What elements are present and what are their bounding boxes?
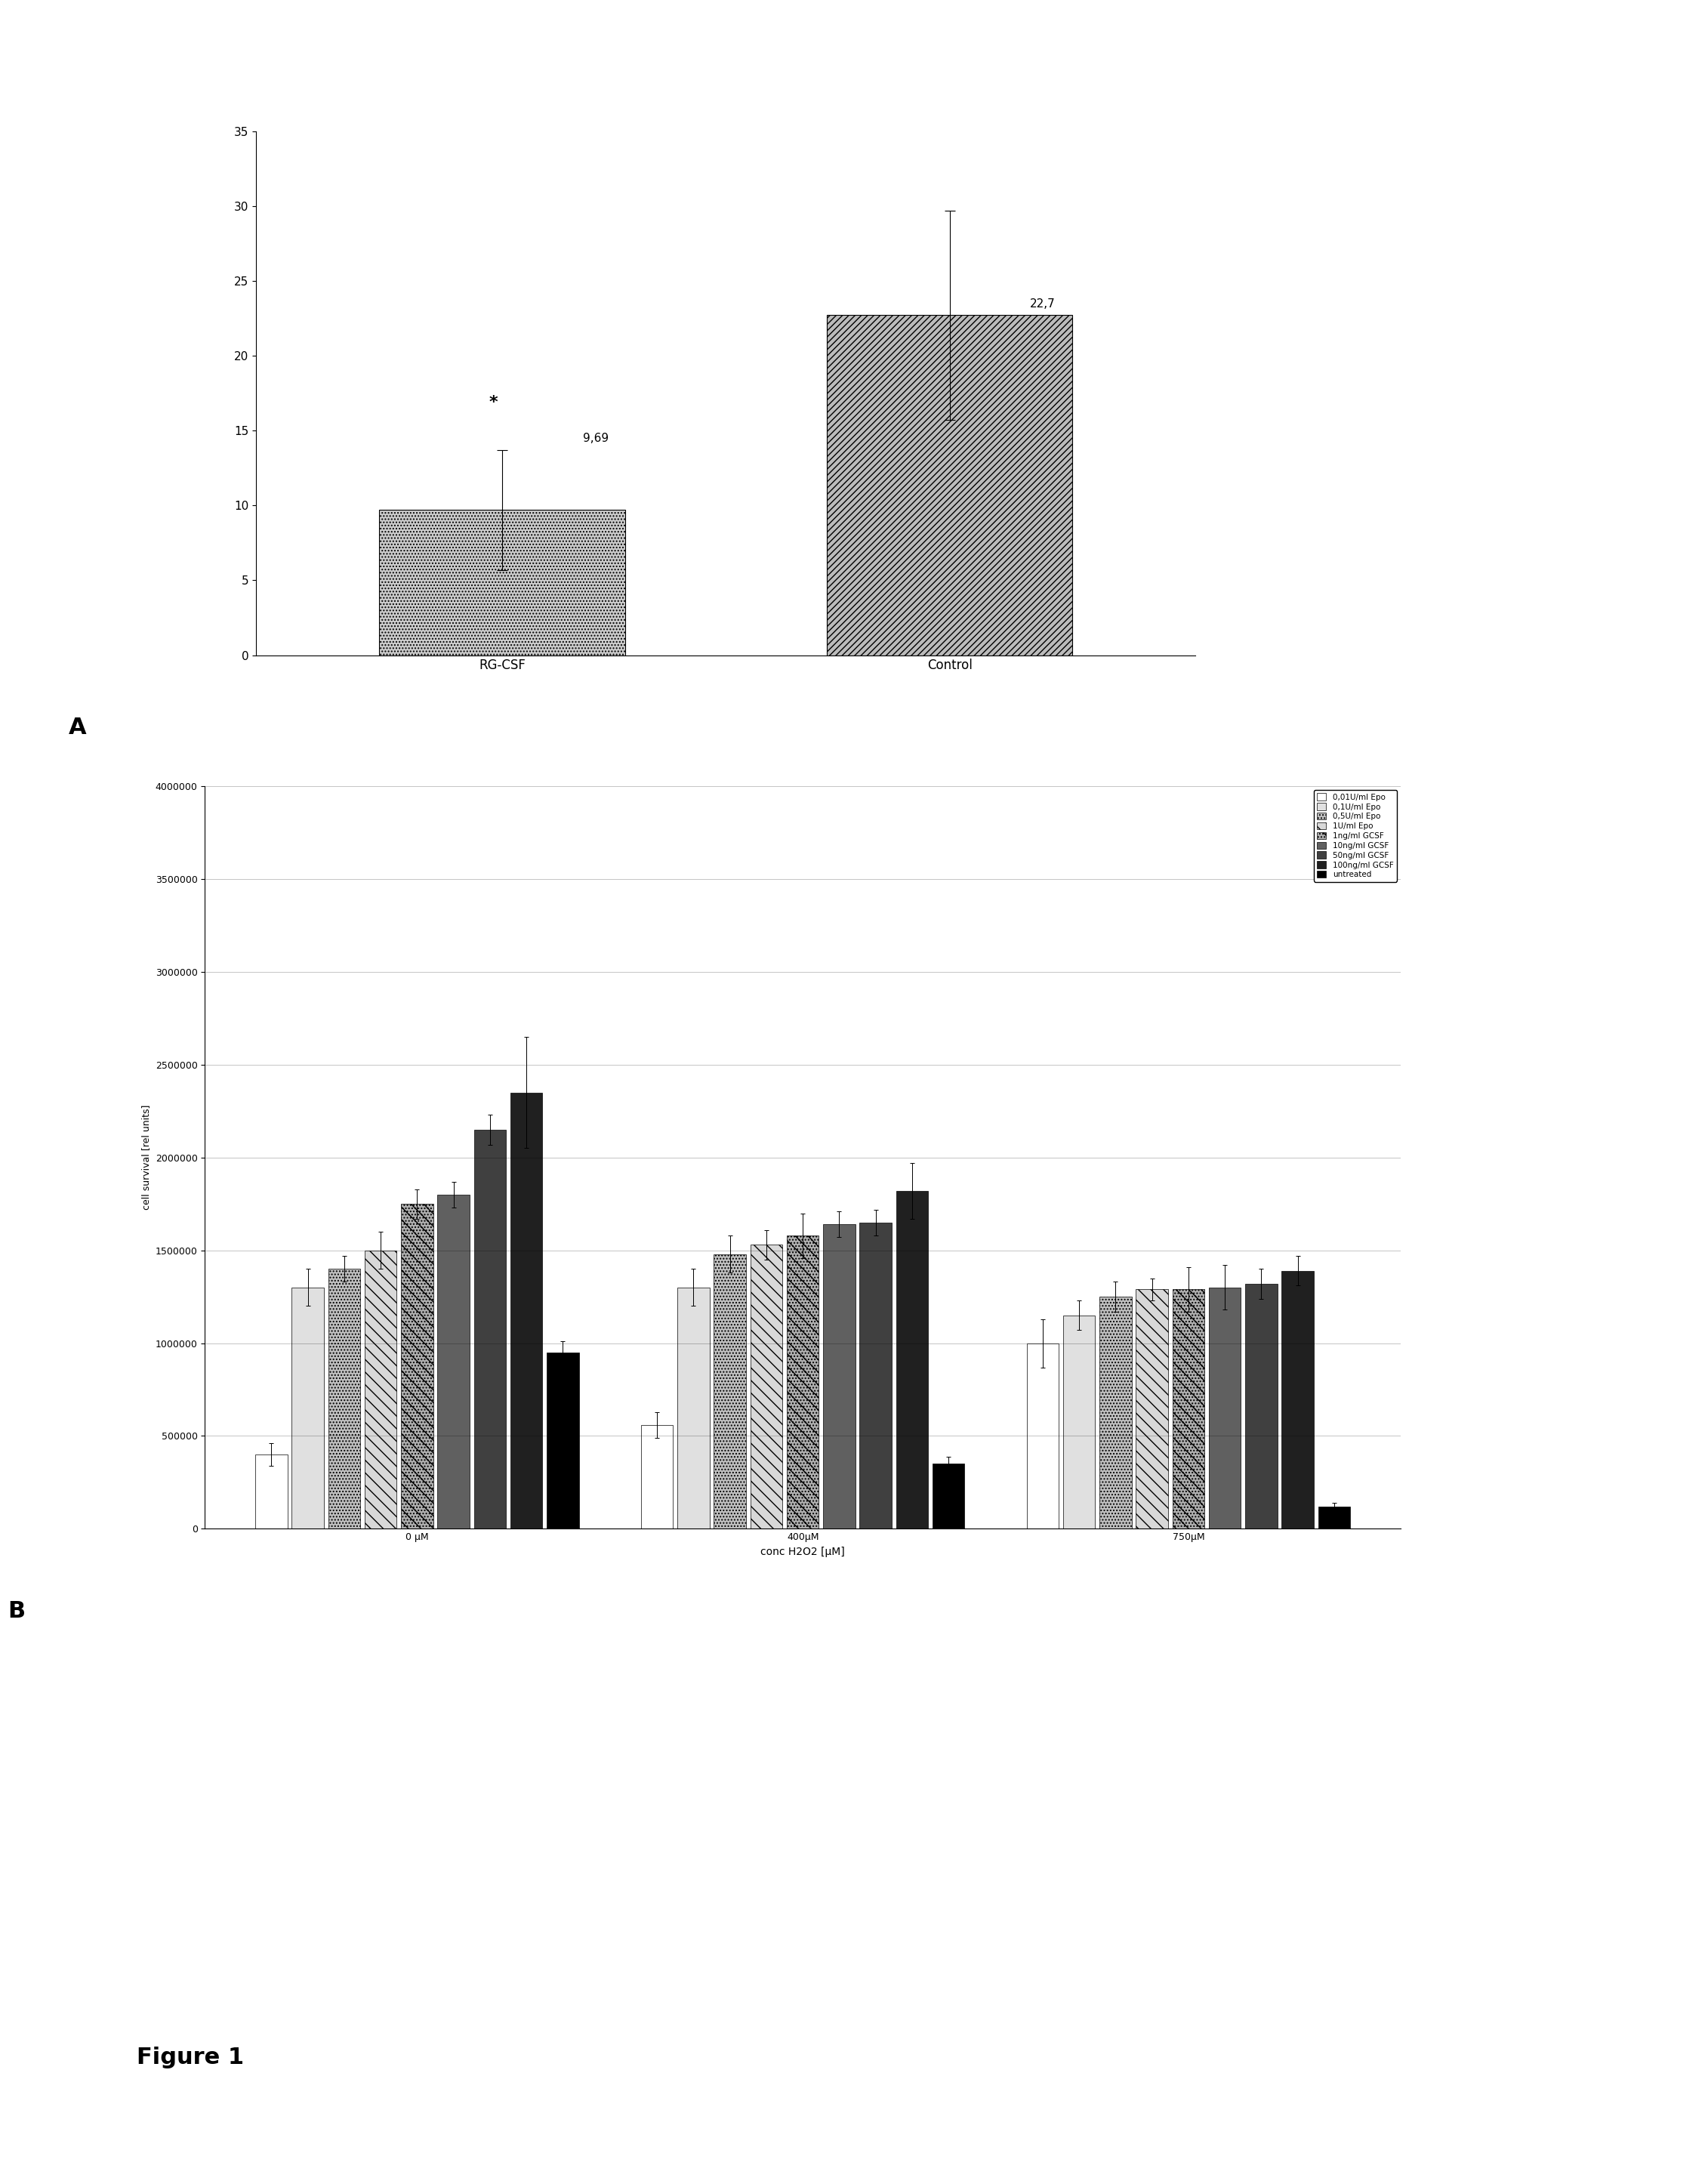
Bar bbox=[364, 1249, 396, 1529]
Text: Figure 1: Figure 1 bbox=[137, 2046, 244, 2068]
Bar bbox=[547, 1352, 579, 1529]
Bar bbox=[1209, 1289, 1242, 1529]
Bar bbox=[379, 511, 625, 655]
Bar bbox=[678, 1289, 709, 1529]
Bar bbox=[897, 1190, 927, 1529]
Bar bbox=[933, 1463, 965, 1529]
Bar bbox=[787, 1236, 818, 1529]
Bar bbox=[1027, 1343, 1059, 1529]
Bar bbox=[750, 1245, 782, 1529]
Bar bbox=[292, 1289, 325, 1529]
Bar bbox=[401, 1203, 434, 1529]
Y-axis label: cell survival [rel units]: cell survival [rel units] bbox=[142, 1105, 152, 1210]
Bar bbox=[1281, 1271, 1313, 1529]
Bar bbox=[859, 1223, 892, 1529]
Bar bbox=[827, 314, 1073, 655]
Bar bbox=[1245, 1284, 1278, 1529]
Text: 22,7: 22,7 bbox=[1030, 297, 1056, 310]
Bar bbox=[823, 1225, 856, 1529]
Bar bbox=[714, 1254, 746, 1529]
X-axis label: conc H2O2 [μM]: conc H2O2 [μM] bbox=[760, 1546, 845, 1557]
Bar bbox=[256, 1455, 287, 1529]
Bar bbox=[511, 1092, 543, 1529]
Bar bbox=[328, 1269, 360, 1529]
Bar bbox=[473, 1129, 506, 1529]
Legend: 0,01U/ml Epo, 0,1U/ml Epo, 0,5U/ml Epo, 1U/ml Epo, 1ng/ml GCSF, 10ng/ml GCSF, 50: 0,01U/ml Epo, 0,1U/ml Epo, 0,5U/ml Epo, … bbox=[1313, 791, 1397, 882]
Bar bbox=[1172, 1289, 1204, 1529]
Text: A: A bbox=[68, 716, 85, 738]
Bar bbox=[1319, 1507, 1349, 1529]
Bar bbox=[1100, 1297, 1132, 1529]
Bar bbox=[640, 1424, 673, 1529]
Text: *: * bbox=[488, 395, 497, 411]
Bar bbox=[437, 1195, 470, 1529]
Bar bbox=[1062, 1315, 1095, 1529]
Bar bbox=[1136, 1289, 1168, 1529]
Text: B: B bbox=[9, 1601, 26, 1623]
Text: 9,69: 9,69 bbox=[582, 432, 608, 443]
